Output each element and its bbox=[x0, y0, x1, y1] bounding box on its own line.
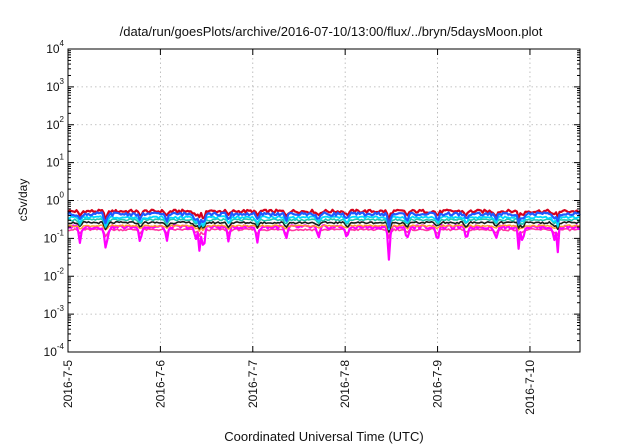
chart-title: /data/run/goesPlots/archive/2016-07-10/1… bbox=[120, 24, 543, 39]
x-tick-label: 2016-7-5 bbox=[61, 360, 75, 408]
y-tick-label: 10-3 bbox=[44, 304, 65, 321]
y-tick-label: 10-4 bbox=[44, 342, 65, 359]
y-axis: 10-4 10-3 10-2 10-1 100 101 102 103 104 bbox=[44, 39, 580, 359]
y-tick-label: 10-2 bbox=[44, 266, 65, 283]
x-axis-label: Coordinated Universal Time (UTC) bbox=[224, 429, 423, 444]
series-line bbox=[67, 211, 581, 229]
x-tick-label: 2016-7-8 bbox=[338, 360, 352, 408]
grid bbox=[68, 49, 580, 352]
y-tick-label: 100 bbox=[46, 191, 64, 208]
x-axis: 2016-7-5 2016-7-6 2016-7-7 2016-7-8 2016-7-9… bbox=[61, 49, 537, 415]
y-axis-label: cSv/day bbox=[16, 179, 30, 222]
series-line bbox=[67, 220, 581, 233]
y-tick-label: 104 bbox=[46, 39, 64, 56]
series-line bbox=[67, 227, 580, 239]
series-line bbox=[67, 218, 581, 230]
x-tick-label: 2016-7-9 bbox=[431, 360, 445, 408]
y-tick-label: 103 bbox=[46, 77, 64, 94]
series-line bbox=[67, 224, 581, 234]
y-tick-label: 101 bbox=[46, 153, 64, 170]
y-tick-label: 10-1 bbox=[44, 228, 65, 245]
x-tick-label: 2016-7-10 bbox=[523, 360, 537, 415]
x-tick-label: 2016-7-7 bbox=[246, 360, 260, 408]
series-group bbox=[67, 208, 581, 261]
series-line bbox=[68, 215, 581, 231]
x-tick-label: 2016-7-6 bbox=[153, 360, 167, 408]
y-tick-label: 102 bbox=[46, 115, 64, 132]
